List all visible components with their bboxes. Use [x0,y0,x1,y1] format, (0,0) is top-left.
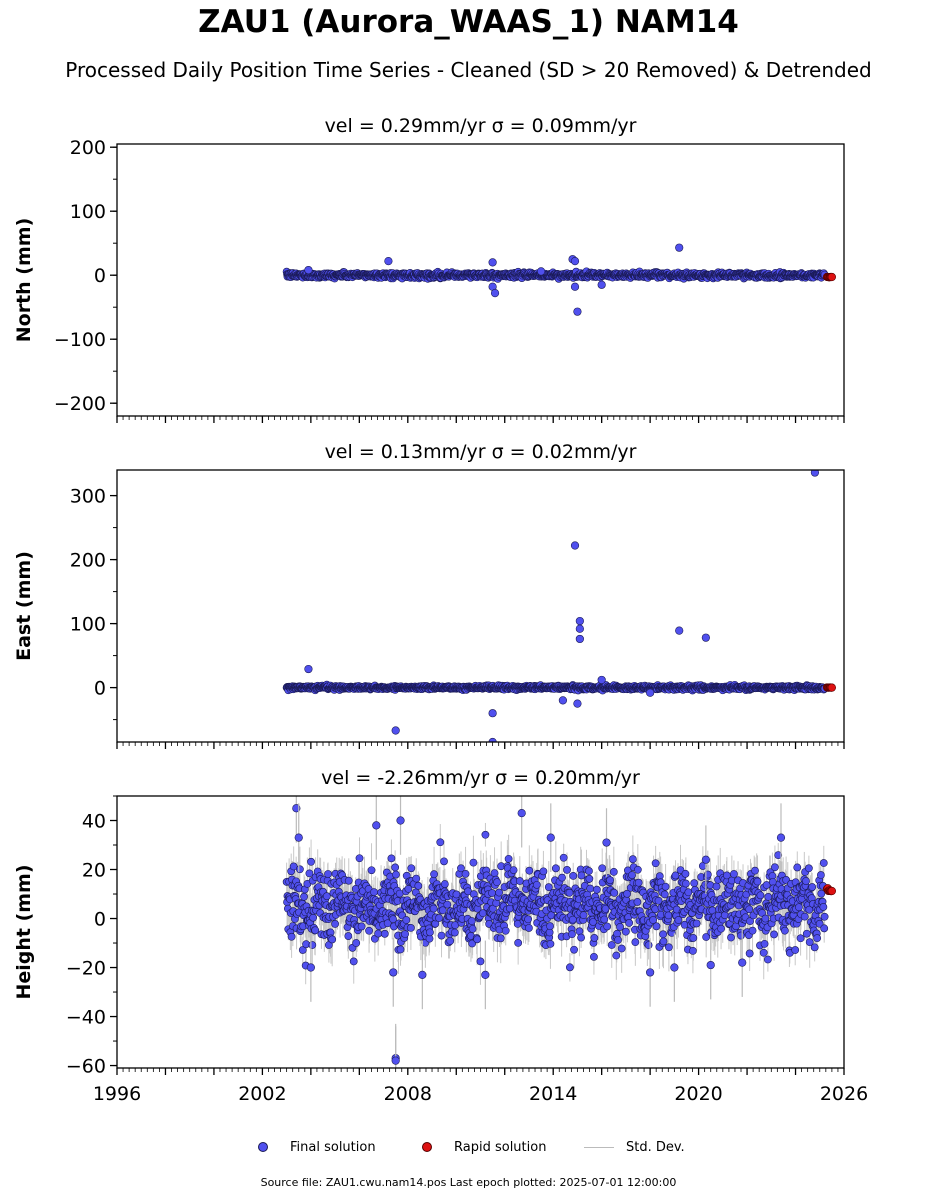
outlier-point [304,265,313,275]
figure-subtitle: Processed Daily Position Time Series - C… [65,58,872,82]
y-tick-label: −200 [54,393,106,415]
outlier-point [597,280,606,289]
outlier-point [675,243,684,252]
y-tick-label: 100 [70,201,106,223]
panel-title: vel = 0.29mm/yr σ = 0.09mm/yr [325,115,637,137]
y-tick-label: 200 [70,137,106,159]
rapid-point [827,272,836,282]
plot-area [282,243,836,316]
outlier-point [384,257,393,266]
plot-area [282,470,836,742]
y-tick-label: 0 [94,265,106,287]
y-tick-label: −100 [54,329,106,351]
final-solution-points [282,267,829,283]
outlier-point [570,282,580,291]
outlier-point [573,307,582,316]
outlier-point [490,289,500,298]
outlier-point [570,257,580,266]
figure-title: ZAU1 (Aurora_WAAS_1) NAM14 [198,4,739,40]
outlier-point [488,258,497,267]
rapid-solution-points [822,272,836,282]
final-solution-points [282,680,829,695]
outlier-point [536,267,546,276]
y-axis-label: East (mm) [13,551,35,661]
panel-title: vel = 0.13mm/yr σ = 0.02mm/yr [325,441,637,463]
y-axis-label: North (mm) [13,218,35,343]
